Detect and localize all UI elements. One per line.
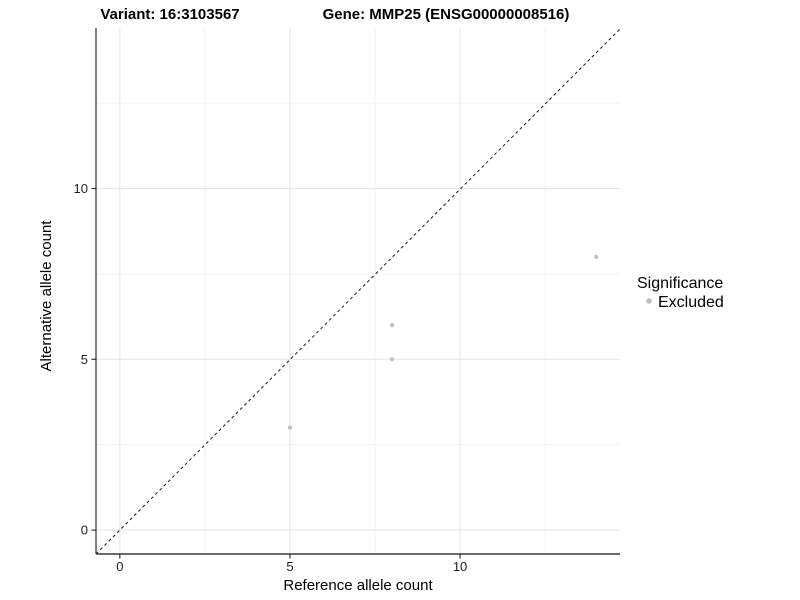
- tick-marks: [91, 187, 461, 559]
- legend: Significance Excluded: [637, 275, 724, 311]
- data-point: [389, 357, 395, 362]
- major-gridlines: [96, 28, 620, 554]
- plot-title-gene: Gene: MMP25 (ENSG00000008516): [323, 6, 570, 23]
- legend-item-excluded: Excluded: [658, 294, 724, 311]
- tick-labels: 0 5 10 0 5 10: [74, 181, 468, 574]
- data-points: [287, 254, 599, 430]
- data-point: [287, 425, 293, 430]
- data-point: [389, 323, 395, 328]
- identity-line: [95, 27, 622, 555]
- x-tick-label: 10: [453, 559, 467, 574]
- x-tick-label: 0: [116, 559, 123, 574]
- identity-dashed-line: [95, 27, 622, 555]
- x-tick-label: 5: [286, 559, 293, 574]
- y-axis-title: Alternative allele count: [38, 220, 55, 372]
- legend-key-dot-icon: [646, 298, 652, 304]
- y-tick-label: 10: [74, 181, 88, 196]
- data-point: [594, 254, 599, 259]
- legend-title: Significance: [637, 275, 723, 292]
- y-tick-label: 5: [81, 352, 88, 367]
- x-axis-title: Reference allele count: [283, 577, 433, 594]
- y-tick-label: 0: [81, 523, 88, 538]
- plot-title-variant: Variant: 16:3103567: [100, 6, 239, 23]
- minor-gridlines: [96, 28, 620, 554]
- axis-lines: [95, 28, 620, 555]
